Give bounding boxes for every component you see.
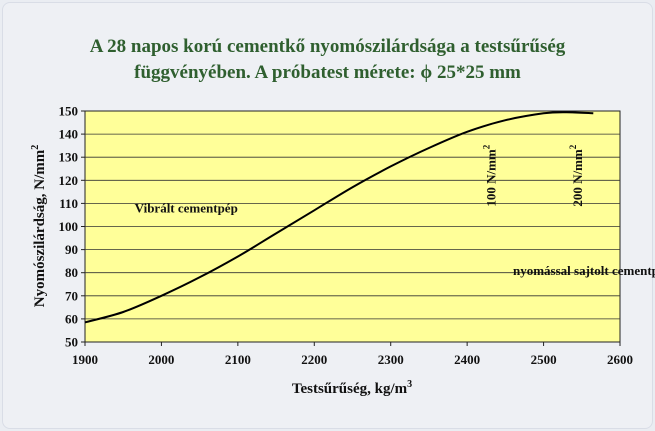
y-axis-title: Nyomószilárdság, N/mm2 xyxy=(30,145,48,308)
x-ticks: 1900 2000 2100 2200 2300 2400 2500 2600 xyxy=(72,342,633,367)
y-tick-label-90: 90 xyxy=(65,242,78,257)
chart-title-line-2-a: függvényében. A próbatest mérete: xyxy=(134,62,421,83)
y-axis-title-sup: 2 xyxy=(30,145,41,150)
grid-lines xyxy=(85,133,620,320)
x-tick-label-1900: 1900 xyxy=(72,352,98,367)
annotation-4: 200 N/mm2 xyxy=(568,144,585,206)
chart-title-line-2: függvényében. A próbatest mérete: ϕ 25*2… xyxy=(0,60,655,86)
annotation-4-sup: 2 xyxy=(568,144,578,149)
x-tick-label-2200: 2200 xyxy=(301,352,327,367)
x-tick-label-2500: 2500 xyxy=(531,352,557,367)
y-tick-label-120: 120 xyxy=(59,173,79,188)
x-tick-label-2100: 2100 xyxy=(225,352,251,367)
y-tick-label-140: 140 xyxy=(59,127,79,142)
x-tick-label-2300: 2300 xyxy=(378,352,404,367)
chart-title-line-1: A 28 napos korú cementkő nyomószilárdság… xyxy=(89,36,566,57)
chart-title: A 28 napos korú cementkő nyomószilárdság… xyxy=(0,34,655,86)
y-tick-label-150: 150 xyxy=(59,104,79,119)
annotations: Vibrált cementpép nyomással sajtolt cemen… xyxy=(135,144,655,278)
y-tick-label-50: 50 xyxy=(65,335,78,350)
x-axis-title-sup: 3 xyxy=(407,379,412,390)
y-tick-label-100: 100 xyxy=(59,219,79,234)
x-axis-title-text: Testsűrűség, kg/m xyxy=(292,381,408,397)
y-tick-label-80: 80 xyxy=(65,265,78,280)
y-tick-label-60: 60 xyxy=(65,311,78,326)
x-tick-label-2600: 2600 xyxy=(607,352,633,367)
annotation-3-sup: 2 xyxy=(481,144,491,149)
series-line xyxy=(84,111,594,324)
y-tick-label-130: 130 xyxy=(59,150,79,165)
y-ticks: 50 60 70 80 90 100 110 120 130 140 150 xyxy=(59,104,85,350)
y-tick-label-70: 70 xyxy=(65,288,78,303)
y-tick-label-110: 110 xyxy=(59,196,78,211)
x-tick-label-2000: 2000 xyxy=(148,352,174,367)
y-axis-title-text: Nyomószilárdság, N/mm xyxy=(32,149,48,307)
annotation-3: 100 N/mm2 xyxy=(481,144,498,206)
phi-symbol: ϕ xyxy=(420,62,433,83)
chart-title-line-2-b: 25*25 mm xyxy=(432,62,521,83)
x-tick-label-2400: 2400 xyxy=(454,352,480,367)
x-axis-title: Testsűrűség, kg/m3 xyxy=(292,379,412,397)
annotation-1: Vibrált cementpép xyxy=(135,201,238,216)
annotation-2: nyomással sajtolt cementpép xyxy=(513,263,655,278)
